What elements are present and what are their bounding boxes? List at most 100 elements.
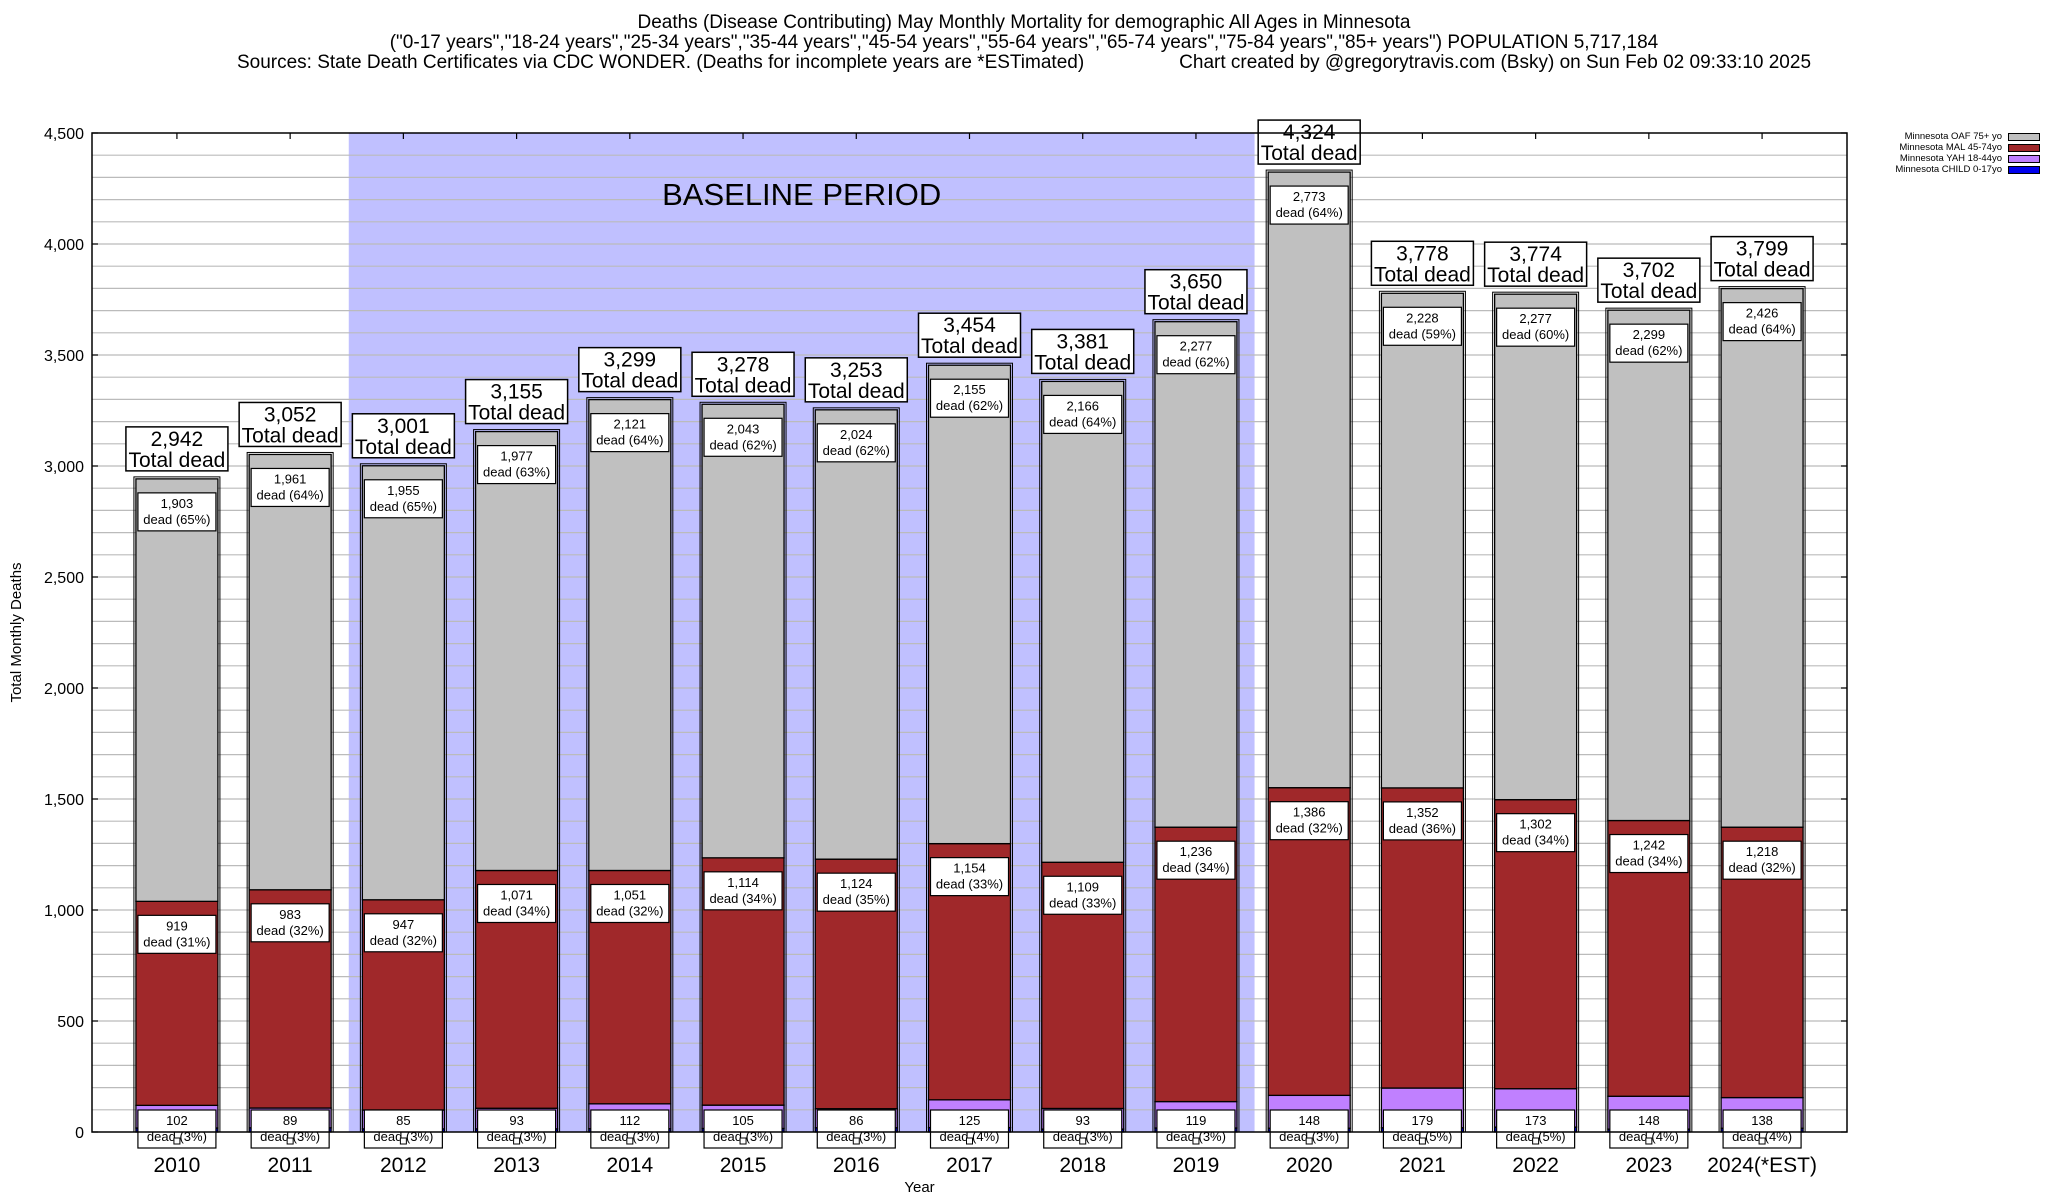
bar-segment-oaf — [1380, 292, 1465, 789]
segment-label-pct: dead (62%) — [1615, 343, 1682, 358]
bar-segment-oaf — [361, 465, 446, 901]
child-marker — [626, 1137, 634, 1145]
segment-label-value: 1,114 — [727, 875, 759, 890]
segment-label-pct: dead (64%) — [596, 433, 663, 448]
legend-label: Minnesota YAH 18-44yo — [1899, 153, 2002, 164]
chart-subtitle: ("0-17 years","18-24 years","25-34 years… — [389, 32, 1659, 53]
segment-label-value: 89 — [283, 1113, 297, 1128]
total-label-suffix: Total dead — [581, 370, 678, 393]
segment-label-pct: dead (62%) — [709, 437, 776, 452]
segment-label-box — [1382, 1109, 1463, 1149]
total-label-suffix: Total dead — [242, 424, 339, 447]
total-label-suffix: Total dead — [695, 374, 792, 397]
segment-label-value: 2,299 — [1633, 327, 1666, 342]
total-label-box — [464, 378, 569, 425]
total-label-box — [1144, 268, 1248, 315]
total-label-suffix: Total dead — [1600, 280, 1697, 303]
y-tick-label: 4,500 — [44, 126, 84, 143]
segment-label-value: 86 — [849, 1113, 863, 1128]
segment-label-pct: dead (62%) — [936, 398, 1003, 413]
segment-label-value: 947 — [393, 917, 415, 932]
segment-label-pct: dead (34%) — [1162, 860, 1229, 875]
child-marker — [1532, 1137, 1540, 1145]
legend-swatch — [2008, 154, 2040, 163]
segment-label-box — [137, 1109, 217, 1149]
x-tick-label: 2021 — [1399, 1154, 1446, 1177]
bar-segment-oaf — [248, 453, 332, 891]
y-tick-label: 2,000 — [44, 681, 84, 698]
segment-label-value: 1,109 — [1066, 879, 1099, 894]
bar-segment-oaf — [927, 364, 1012, 845]
segment-label-box — [1382, 801, 1463, 841]
segment-label-value: 1,051 — [614, 887, 647, 902]
total-label-value: 3,454 — [943, 314, 996, 337]
segment-label-value: 1,236 — [1180, 844, 1213, 859]
child-marker — [1305, 1137, 1313, 1145]
bar-segment-oaf — [135, 478, 219, 902]
segment-label-box — [1609, 833, 1689, 874]
child-marker — [966, 1137, 973, 1145]
segment-label-box — [363, 479, 443, 519]
segment-label-value: 2,426 — [1746, 306, 1779, 321]
segment-label-value: 93 — [1075, 1113, 1089, 1128]
segment-label-pct: dead (32%) — [596, 903, 663, 918]
sources-left: Sources: State Death Certificates via CD… — [236, 52, 1085, 73]
segment-label-box — [929, 857, 1010, 897]
segment-label-pct: dead (36%) — [1389, 821, 1456, 836]
y-tick-label: 1,500 — [44, 792, 84, 809]
segment-label-value: 2,773 — [1293, 189, 1326, 204]
segment-label-box — [1269, 185, 1349, 225]
legend-swatch — [2008, 132, 2040, 141]
segment-label-value: 148 — [1638, 1113, 1660, 1128]
child-marker — [1758, 1137, 1766, 1145]
segment-label-value: 1,302 — [1519, 817, 1552, 832]
segment-label-value: 1,903 — [161, 496, 194, 511]
segment-label-box — [590, 883, 670, 924]
total-label-value: 3,155 — [490, 381, 543, 404]
legend-label: Minnesota CHILD 0-17yo — [1895, 164, 2002, 175]
segment-label-box — [476, 444, 557, 485]
segment-label-pct: dead (62%) — [1162, 355, 1229, 370]
segment-label-box — [1156, 335, 1236, 375]
total-label-value: 3,799 — [1736, 238, 1789, 261]
segment-label-value: 119 — [1186, 1113, 1207, 1128]
segment-label-value: 102 — [166, 1113, 188, 1128]
segment-label-pct: dead (33%) — [1049, 895, 1116, 910]
total-label-box — [1257, 119, 1361, 165]
y-tick-label: 2,500 — [44, 570, 84, 587]
segment-label-value: 2,024 — [840, 427, 873, 442]
bar-segment-oaf — [1493, 293, 1578, 801]
total-label-suffix: Total dead — [1374, 263, 1471, 286]
segment-label-pct: dead (34%) — [1502, 833, 1569, 848]
x-tick-label: 2015 — [720, 1154, 767, 1177]
total-label-box — [125, 426, 229, 472]
segment-label-pct: dead (33%) — [936, 877, 1003, 892]
legend-label: Minnesota MAL 45-74yo — [1899, 142, 2002, 153]
legend-item: Minnesota YAH 18-44yo — [1895, 153, 2040, 164]
bar-segment-oaf — [588, 398, 672, 872]
total-label-suffix: Total dead — [1261, 142, 1358, 165]
segment-label-value: 2,277 — [1180, 339, 1213, 354]
segment-label-value: 1,961 — [274, 471, 307, 486]
total-label-suffix: Total dead — [128, 449, 225, 472]
y-tick-label: 0 — [75, 1125, 84, 1142]
segment-label-pct: dead (34%) — [483, 903, 550, 918]
child-marker — [1079, 1137, 1087, 1145]
child-marker — [286, 1137, 294, 1145]
x-tick-label: 2013 — [493, 1154, 540, 1177]
segment-label-value: 1,124 — [840, 876, 873, 891]
segment-label-value: 983 — [279, 907, 301, 922]
child-marker — [173, 1137, 181, 1145]
total-label-value: 3,381 — [1056, 330, 1109, 353]
segment-label-box — [250, 467, 330, 508]
total-label-value: 3,702 — [1623, 259, 1676, 282]
total-label-box — [1370, 240, 1475, 287]
segment-label-value: 2,228 — [1406, 310, 1439, 325]
total-label-value: 3,052 — [264, 403, 317, 426]
segment-label-value: 105 — [732, 1113, 754, 1128]
segment-label-value: 1,218 — [1746, 844, 1779, 859]
segment-label-pct: dead (34%) — [1615, 854, 1682, 869]
chart-title: Deaths (Disease Contributing) May Monthl… — [637, 12, 1411, 33]
segment-label-pct: dead (31%) — [143, 934, 210, 949]
